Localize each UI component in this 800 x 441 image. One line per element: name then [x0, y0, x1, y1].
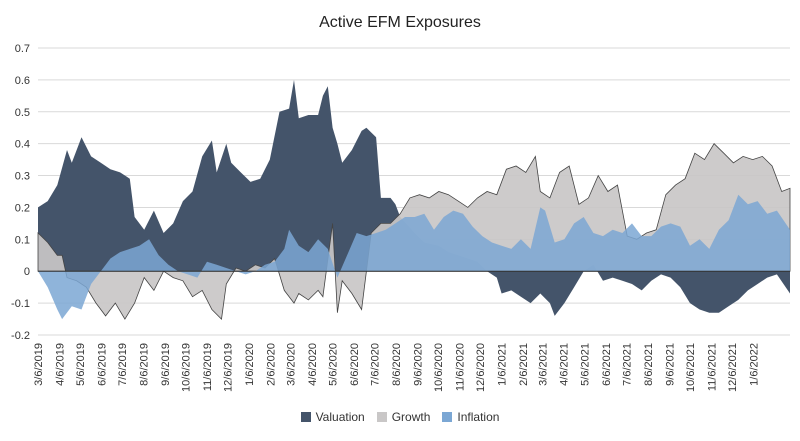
x-tick-label: 8/6/2021 [643, 343, 655, 386]
y-tick-label: 0.5 [15, 107, 30, 119]
legend-label: Growth [391, 410, 431, 424]
y-tick-label: 0 [24, 266, 30, 278]
y-tick-label: 0.2 [15, 202, 30, 214]
x-tick-label: 12/6/2019 [223, 343, 235, 392]
x-tick-label: 9/6/2019 [160, 343, 172, 386]
legend: Valuation Growth Inflation [0, 410, 800, 424]
legend-swatch [376, 412, 387, 422]
x-tick-label: 8/6/2019 [139, 343, 151, 386]
x-tick-label: 2/6/2020 [266, 343, 278, 386]
x-tick-label: 10/6/2021 [685, 343, 697, 392]
x-tick-label: 11/6/2019 [202, 343, 214, 391]
y-tick-label: 0.1 [15, 234, 30, 246]
chart-title: Active EFM Exposures [319, 14, 481, 31]
y-tick-label: 0.7 [15, 43, 30, 55]
x-tick-label: 4/6/2019 [54, 343, 66, 386]
x-tick-label: 9/6/2020 [412, 343, 424, 386]
x-tick-label: 7/6/2021 [622, 343, 634, 386]
y-tick-label: 0.6 [15, 75, 30, 87]
x-tick-label: 9/6/2021 [664, 343, 676, 386]
legend-label: Inflation [457, 410, 500, 424]
x-tick-label: 1/6/2022 [748, 343, 760, 386]
x-tick-label: 4/6/2020 [307, 343, 319, 386]
legend-item-inflation: Inflation [442, 410, 499, 424]
series-area-inflation [38, 194, 790, 320]
legend-label: Valuation [315, 410, 365, 424]
x-tick-label: 3/6/2021 [537, 343, 549, 386]
y-tick-label: -0.2 [11, 330, 30, 342]
legend-swatch [300, 412, 311, 422]
x-tick-label: 11/6/2021 [706, 343, 718, 391]
legend-item-growth: Growth [376, 410, 431, 424]
x-tick-label: 6/6/2020 [349, 343, 361, 386]
y-tick-label: -0.1 [11, 298, 30, 310]
legend-swatch [442, 412, 453, 422]
x-tick-label: 1/6/2020 [244, 343, 256, 386]
x-tick-label: 12/6/2021 [727, 343, 739, 392]
x-tick-label: 5/6/2021 [579, 343, 591, 386]
x-tick-label: 1/6/2021 [497, 343, 509, 386]
y-tick-label: 0.3 [15, 171, 30, 183]
x-tick-label: 3/6/2019 [33, 343, 45, 386]
series-area-valuation [38, 79, 790, 316]
x-tick-label: 5/6/2020 [328, 343, 340, 386]
x-tick-label: 3/6/2020 [286, 343, 298, 386]
x-tick-label: 7/6/2020 [370, 343, 382, 386]
x-tick-label: 8/6/2020 [391, 343, 403, 386]
x-tick-label: 2/6/2021 [518, 343, 530, 386]
x-tick-label: 6/6/2019 [97, 343, 109, 386]
x-tick-label: 10/6/2020 [433, 343, 445, 392]
x-tick-label: 10/6/2019 [181, 343, 193, 392]
x-tick-label: 5/6/2019 [75, 343, 87, 386]
x-tick-label: 11/6/2020 [455, 343, 467, 391]
legend-item-valuation: Valuation [300, 410, 365, 424]
x-tick-label: 6/6/2021 [601, 343, 613, 386]
x-tick-label: 12/6/2020 [475, 343, 487, 392]
x-tick-label: 4/6/2021 [559, 343, 571, 386]
y-tick-label: 0.4 [15, 139, 30, 151]
x-tick-label: 7/6/2019 [117, 343, 129, 386]
